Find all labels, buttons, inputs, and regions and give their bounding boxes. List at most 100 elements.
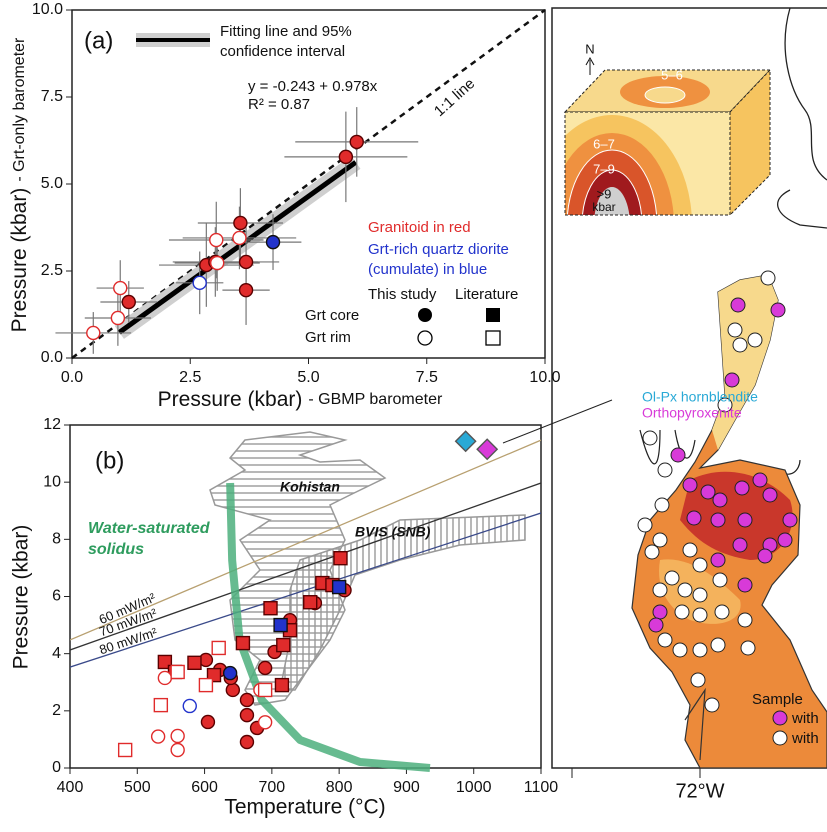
sample [712, 572, 728, 588]
sample [644, 544, 660, 560]
point [209, 232, 224, 248]
x-tick-label: 10.0 [529, 369, 560, 386]
sample [732, 537, 748, 553]
sample [674, 604, 690, 620]
point [303, 595, 318, 610]
y-tick-label: 6 [52, 588, 61, 605]
point [121, 294, 136, 310]
x-axis-title-note: - GBMP barometer [308, 391, 443, 408]
legend-marker [418, 308, 432, 322]
point [239, 707, 255, 723]
solidus-label: Water-saturated [88, 520, 211, 537]
point [257, 715, 273, 730]
sample [710, 512, 726, 528]
x-tick-label: 900 [393, 779, 420, 796]
y-axis-title: Pressure (kbar) - Grt-only barometer [8, 37, 31, 332]
point [182, 698, 197, 714]
solidus [226, 482, 431, 772]
x-tick-label: 800 [326, 779, 353, 796]
sample [672, 642, 688, 658]
block-contour [644, 86, 686, 104]
point [210, 255, 225, 271]
legend-marker [485, 330, 501, 346]
point [454, 430, 477, 453]
y-tick-label: 0 [52, 759, 61, 776]
map-legend-title: Sample [752, 691, 803, 708]
contour-label: 5–6 [661, 67, 683, 82]
sample [652, 532, 668, 548]
legend-text: Grt-rich quartz diorite [368, 241, 509, 258]
sample-points [637, 270, 798, 713]
x-axis-title-main: Pressure (kbar) [158, 388, 303, 411]
legend-text: Fitting line and 95% [220, 23, 352, 40]
coastline [777, 189, 827, 229]
contour-label: 6–7 [593, 136, 615, 151]
sample [777, 532, 793, 548]
x-tick-label: 500 [124, 779, 151, 796]
y-tick-label: 0.0 [41, 349, 63, 366]
x-tick-label: 400 [57, 779, 84, 796]
point [257, 682, 273, 698]
point [170, 728, 185, 744]
x-tick-label: 1000 [456, 779, 492, 796]
point [349, 134, 364, 150]
x-axis-title: Pressure (kbar) - GBMP barometer [158, 388, 443, 411]
point [331, 579, 347, 595]
legend-text: Grt rim [305, 329, 351, 346]
sample [654, 497, 670, 513]
one-to-one-line [71, 8, 546, 360]
legend-text: Literature [455, 286, 518, 303]
legend-text: confidence interval [220, 43, 345, 60]
sample [692, 607, 708, 623]
sample [710, 637, 726, 653]
sample [762, 487, 778, 503]
y-tick-label: 10.0 [32, 1, 63, 18]
legend-marker [417, 330, 433, 346]
legend-text: This study [368, 286, 437, 303]
contour-label: >9 [597, 186, 612, 201]
y-tick-label: 4 [52, 645, 61, 662]
point [170, 664, 185, 680]
point [263, 601, 278, 616]
legend-marker [486, 308, 500, 322]
point [150, 729, 166, 744]
point [200, 714, 216, 730]
point [225, 682, 241, 698]
y-tick-label: 8 [52, 531, 61, 548]
point [257, 660, 273, 676]
field-label: Kohistan [280, 479, 340, 495]
point [113, 280, 128, 296]
coastline [684, 687, 706, 761]
panel-label: (b) [95, 447, 124, 474]
sample [690, 672, 706, 688]
point [276, 637, 291, 653]
point [187, 655, 202, 671]
sample [642, 430, 658, 446]
block-side [729, 68, 771, 217]
sample [670, 447, 686, 463]
sample [686, 510, 702, 526]
contour-label: 7–9 [593, 161, 615, 176]
legend-text: Granitoid in red [368, 219, 471, 236]
point [192, 275, 207, 291]
x-tick-label: 1100 [524, 779, 559, 796]
sample [637, 517, 653, 533]
point [157, 670, 173, 686]
x-tick-label: 700 [259, 779, 286, 796]
point [117, 742, 133, 758]
sample [704, 697, 720, 713]
sample [737, 612, 753, 628]
point [198, 677, 214, 693]
legend-text: (cumulate) in blue [368, 261, 487, 278]
point [239, 734, 255, 750]
x-axis-title: Temperature (°C) [224, 796, 385, 819]
geotherm [70, 512, 541, 668]
point [333, 550, 348, 566]
y-tick-label: 10 [43, 473, 61, 490]
block-front [564, 111, 731, 216]
sample [657, 632, 673, 648]
sample [724, 372, 740, 388]
north-label: N [585, 41, 594, 56]
point [232, 230, 247, 246]
point [238, 282, 254, 298]
